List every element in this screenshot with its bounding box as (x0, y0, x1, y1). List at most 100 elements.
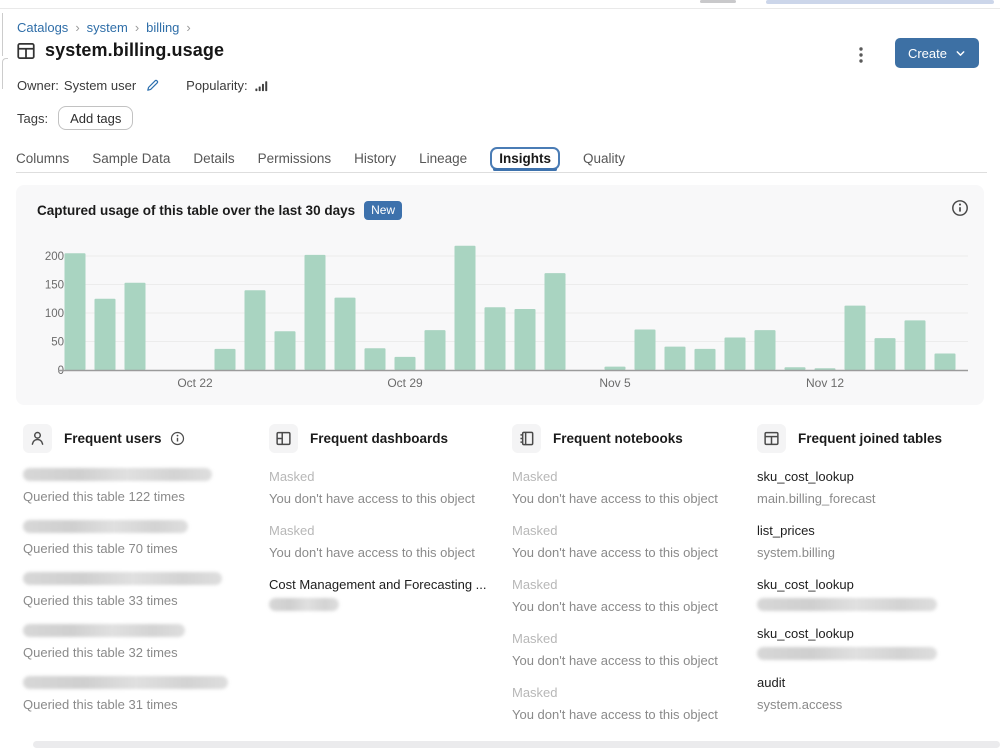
usage-insights-panel: Captured usage of this table over the la… (16, 185, 984, 405)
info-icon[interactable] (170, 431, 185, 446)
breadcrumb-link[interactable]: Catalogs (17, 20, 69, 35)
insight-column-header: Frequent users (23, 424, 261, 453)
user-icon (23, 424, 52, 453)
tags-row: Tags: Add tags (17, 106, 134, 130)
entry-title: Masked (512, 577, 558, 592)
tab-quality[interactable]: Quality (582, 150, 625, 166)
list-item: Masked You don't have access to this obje… (269, 468, 507, 508)
entry-subtitle: Queried this table 31 times (23, 697, 178, 712)
entry-title: Masked (512, 469, 558, 484)
table-icon (16, 41, 36, 61)
create-button[interactable]: Create (894, 38, 979, 68)
entry-subtitle: You don't have access to this object (512, 491, 718, 506)
notebook-icon (512, 424, 541, 453)
add-tags-button[interactable]: Add tags (58, 106, 134, 130)
breadcrumb-link[interactable]: system (86, 20, 128, 35)
entry-title[interactable]: sku_cost_lookup (757, 469, 854, 484)
popularity-bars-icon (254, 78, 269, 93)
tab-permissions[interactable]: Permissions (257, 150, 332, 166)
chart-bar (634, 329, 656, 370)
tab-insights[interactable]: Insights (490, 146, 560, 171)
list-item: Queried this table 70 times (23, 520, 261, 558)
list-item: Queried this table 32 times (23, 624, 261, 662)
info-icon[interactable] (951, 199, 969, 217)
title-row: system.billing.usage (16, 40, 224, 61)
list-item: sku_cost_lookup (757, 576, 995, 611)
dashboard-icon (269, 424, 298, 453)
list-item: Masked You don't have access to this obje… (269, 522, 507, 562)
breadcrumb: Catalogs › system › billing › (17, 20, 191, 35)
entry-subtitle: You don't have access to this object (512, 545, 718, 560)
entry-subtitle: Queried this table 70 times (23, 541, 178, 556)
entry-subtitle: Queried this table 122 times (23, 489, 185, 504)
entry-subtitle: You don't have access to this object (269, 491, 475, 506)
edit-owner-pencil-icon[interactable] (145, 78, 160, 93)
entry-subtitle: You don't have access to this object (512, 653, 718, 668)
table-icon (757, 424, 786, 453)
tab-history[interactable]: History (354, 150, 397, 166)
entry-subtitle: You don't have access to this object (512, 599, 718, 614)
tab-columns[interactable]: Columns (16, 150, 70, 166)
masked-text (757, 598, 937, 611)
create-button-label: Create (907, 45, 947, 61)
chart-bar (454, 245, 476, 370)
y-axis-tick: 50 (51, 337, 64, 349)
top-edge-fragment (700, 0, 736, 3)
list-item: Masked You don't have access to this obje… (512, 576, 750, 616)
breadcrumb-separator: › (134, 20, 140, 35)
list-item: Masked You don't have access to this obje… (512, 684, 750, 724)
masked-text (23, 520, 188, 533)
masked-text (23, 676, 228, 689)
entry-title[interactable]: audit (757, 675, 786, 690)
chart-bar (844, 305, 866, 370)
kebab-menu-icon[interactable] (850, 42, 872, 68)
entry-subtitle: system.access (757, 697, 843, 712)
masked-text (23, 468, 212, 481)
entry-title: Masked (269, 523, 315, 538)
masked-text (23, 572, 222, 585)
insight-column-frequent-dashboards: Frequent dashboards Masked You don't have … (269, 424, 507, 625)
tab-sample-data[interactable]: Sample Data (92, 150, 171, 166)
list-item: list_prices system.billing (757, 522, 995, 562)
list-item: Masked You don't have access to this obje… (512, 468, 750, 508)
horizontal-scrollbar[interactable] (33, 741, 1000, 748)
entry-title[interactable]: list_prices (757, 523, 815, 538)
chart-bar (334, 297, 356, 370)
entry-title[interactable]: sku_cost_lookup (757, 577, 854, 592)
chart-bar (544, 273, 566, 370)
breadcrumb-link[interactable]: billing (146, 20, 180, 35)
x-axis-tick: Nov 5 (599, 376, 631, 390)
list-item: audit system.access (757, 674, 995, 714)
insight-column-frequent-notebooks: Frequent notebooks Masked You don't have a… (512, 424, 750, 738)
entry-title: Masked (512, 685, 558, 700)
insight-column-title: Frequent users (64, 431, 162, 446)
chart-bar (664, 346, 686, 370)
tab-details[interactable]: Details (193, 150, 235, 166)
insight-column-header: Frequent notebooks (512, 424, 750, 453)
tags-label: Tags: (17, 110, 49, 126)
list-item: Queried this table 33 times (23, 572, 261, 610)
left-edge-fragment (2, 58, 8, 89)
chart-bar (124, 282, 146, 370)
y-axis-tick: 150 (45, 280, 64, 292)
entry-title: Masked (512, 631, 558, 646)
list-item: sku_cost_lookup main.billing_forecast (757, 468, 995, 508)
entry-title[interactable]: Cost Management and Forecasting ... (269, 577, 487, 592)
insight-column-frequent-joined-tables: Frequent joined tables sku_cost_lookup mai… (757, 424, 995, 728)
entry-title[interactable]: sku_cost_lookup (757, 626, 854, 641)
chart-bar (934, 353, 956, 370)
owner-label: Owner: (17, 78, 59, 93)
breadcrumb-separator: › (75, 20, 80, 35)
y-axis-tick: 200 (45, 251, 64, 263)
x-axis-tick: Oct 22 (177, 376, 213, 390)
insight-column-list: Masked You don't have access to this obje… (512, 468, 750, 724)
insight-column-title: Frequent dashboards (310, 431, 449, 446)
new-badge: New (364, 201, 403, 220)
chart-bar (274, 331, 296, 370)
chart-title: Captured usage of this table over the la… (37, 203, 356, 218)
left-edge-fragment (2, 13, 3, 56)
tab-lineage[interactable]: Lineage (419, 150, 468, 166)
list-item: Queried this table 122 times (23, 468, 261, 506)
chart-bar (304, 254, 326, 370)
